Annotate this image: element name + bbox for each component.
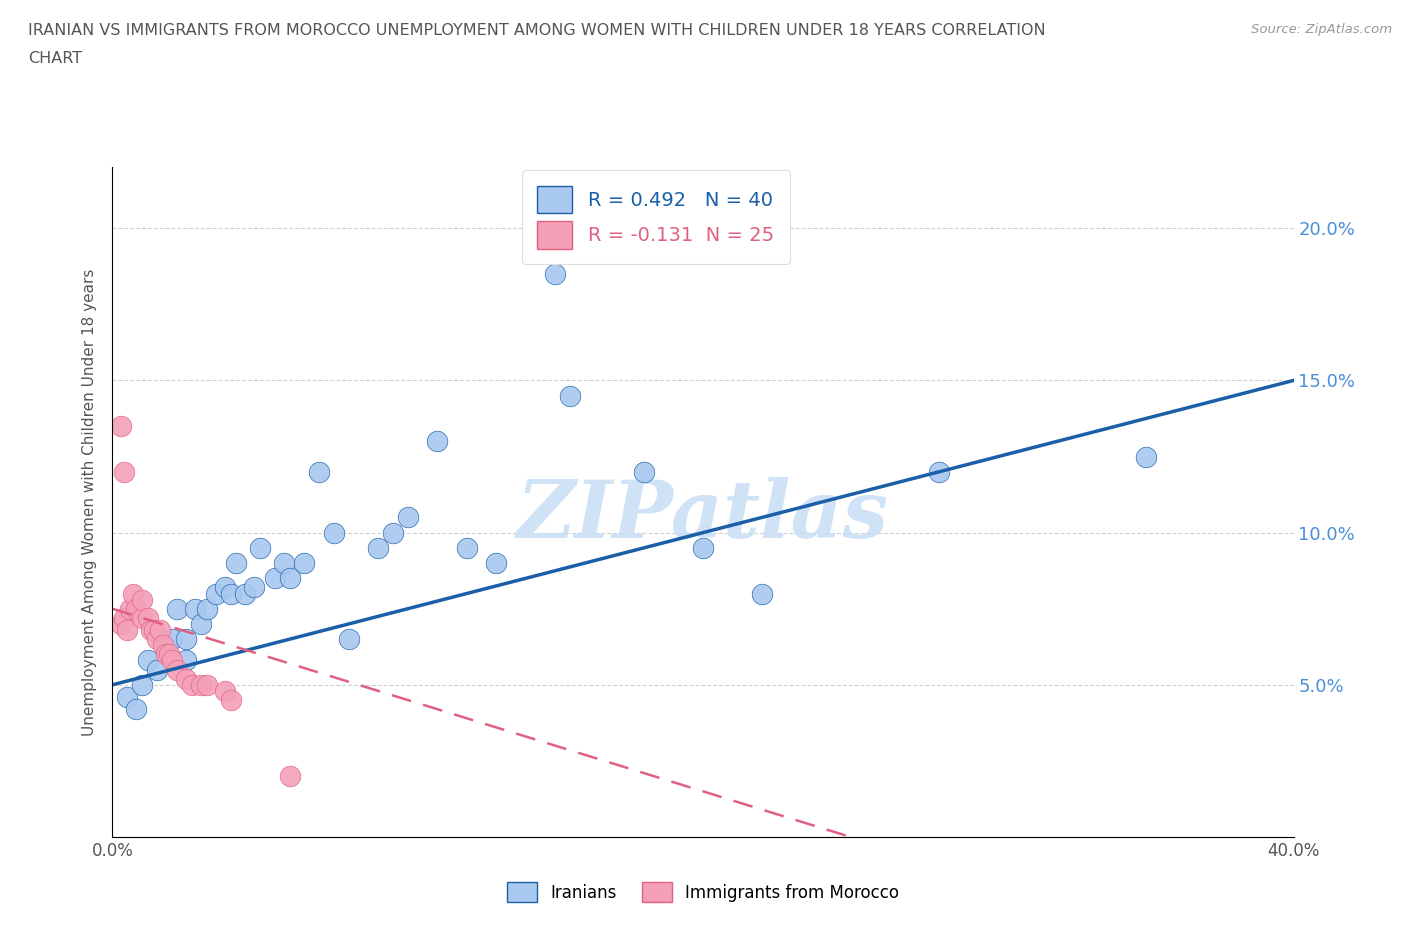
Point [544, 267, 567, 282]
Point [205, 586, 228, 601]
Point [278, 571, 301, 586]
Point [142, 622, 165, 637]
Point [190, 617, 212, 631]
Point [195, 677, 218, 692]
Point [174, 631, 197, 646]
Legend: Iranians, Immigrants from Morocco: Iranians, Immigrants from Morocco [496, 872, 910, 912]
Point [112, 610, 135, 625]
Point [112, 464, 135, 479]
Point [166, 662, 188, 677]
Point [225, 555, 247, 570]
Point [146, 662, 169, 677]
Point [160, 653, 183, 668]
Point [337, 631, 360, 646]
Point [117, 622, 138, 637]
Point [136, 610, 159, 625]
Point [195, 602, 218, 617]
Point [184, 602, 207, 617]
Point [146, 631, 169, 646]
Point [264, 571, 287, 586]
Point [367, 540, 389, 555]
Point [219, 693, 242, 708]
Point [278, 769, 301, 784]
Point [174, 653, 197, 668]
Point [273, 555, 295, 570]
Point [249, 540, 271, 555]
Point [1135, 449, 1157, 464]
Y-axis label: Unemployment Among Women with Children Under 18 years: Unemployment Among Women with Children U… [82, 269, 97, 736]
Point [174, 671, 197, 686]
Point [751, 586, 773, 601]
Point [243, 580, 266, 595]
Point [214, 580, 236, 595]
Point [308, 464, 330, 479]
Text: Source: ZipAtlas.com: Source: ZipAtlas.com [1251, 23, 1392, 36]
Point [155, 647, 177, 662]
Point [110, 418, 132, 433]
Point [125, 602, 148, 617]
Point [219, 586, 242, 601]
Point [633, 464, 655, 479]
Point [160, 631, 183, 646]
Point [928, 464, 950, 479]
Point [131, 677, 153, 692]
Point [120, 602, 142, 617]
Point [131, 592, 153, 607]
Point [122, 586, 145, 601]
Point [117, 689, 138, 704]
Point [426, 434, 449, 449]
Point [692, 540, 714, 555]
Text: IRANIAN VS IMMIGRANTS FROM MOROCCO UNEMPLOYMENT AMONG WOMEN WITH CHILDREN UNDER : IRANIAN VS IMMIGRANTS FROM MOROCCO UNEMP… [28, 23, 1046, 38]
Point [139, 622, 162, 637]
Text: ZIPatlas: ZIPatlas [517, 477, 889, 554]
Point [152, 638, 174, 653]
Point [125, 702, 148, 717]
Point [558, 388, 582, 403]
Point [233, 586, 256, 601]
Point [157, 647, 180, 662]
Point [110, 617, 132, 631]
Point [136, 653, 159, 668]
Text: CHART: CHART [28, 51, 82, 66]
Point [396, 510, 419, 525]
Point [190, 677, 212, 692]
Point [181, 677, 204, 692]
Point [292, 555, 315, 570]
Point [131, 610, 153, 625]
Point [166, 602, 188, 617]
Point [485, 555, 508, 570]
Point [155, 641, 177, 656]
Point [149, 622, 172, 637]
Point [456, 540, 478, 555]
Legend: R = 0.492   N = 40, R = -0.131  N = 25: R = 0.492 N = 40, R = -0.131 N = 25 [522, 170, 790, 264]
Point [323, 525, 346, 540]
Point [214, 684, 236, 698]
Point [382, 525, 405, 540]
